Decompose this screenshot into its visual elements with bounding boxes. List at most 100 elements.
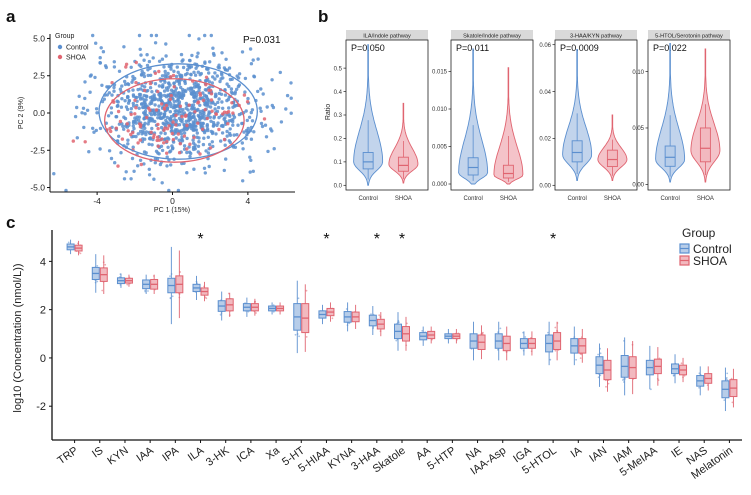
pca-point-shoa [129, 112, 133, 117]
facet-category-label: Control [660, 196, 679, 202]
pca-point-control [165, 155, 169, 159]
panel-letter-c: c [6, 213, 15, 232]
pca-point-control [149, 100, 153, 104]
box-point [726, 372, 729, 375]
pca-point-control [163, 131, 167, 136]
box-point [731, 401, 734, 404]
pca-point-control [126, 142, 130, 146]
pca-point-control [166, 136, 170, 140]
pca-point-control [162, 65, 166, 69]
pca-point-control [252, 130, 256, 134]
box-point [607, 382, 610, 385]
pca-point-control [138, 97, 143, 101]
pca-point-control [198, 103, 202, 108]
pca-ellipses [98, 63, 258, 163]
pca-point-shoa [180, 114, 184, 119]
pca-point-control [124, 170, 128, 174]
pca-point-control [260, 124, 265, 129]
box-point [698, 386, 700, 389]
box-melatonin-control [721, 367, 730, 412]
box-point [547, 331, 549, 334]
pca-point-control [147, 167, 151, 171]
pca-point-control [101, 50, 106, 54]
pca-point-control [263, 123, 268, 127]
pca-point-control [237, 83, 242, 87]
facet-y-tick-label: 0.1 [334, 160, 343, 166]
box-iam-control [620, 337, 629, 396]
pca-point-control [266, 149, 270, 154]
significance-star-ila: * [197, 231, 203, 248]
box-ie-shoa [679, 357, 688, 383]
box-ian-control [595, 343, 604, 387]
pca-point-shoa [182, 134, 187, 138]
pca-point-control [203, 33, 207, 38]
facet-y-tick-label: 0.06 [539, 43, 551, 49]
pca-point-control [270, 129, 274, 133]
pca-point-control [279, 120, 284, 124]
pca-point-control [251, 58, 255, 62]
pca-point-control [83, 112, 87, 116]
pca-point-control [144, 98, 148, 102]
category-label-3-hk: 3-HK [204, 444, 232, 469]
pca-point-control [148, 86, 153, 90]
pca-point-control [120, 84, 124, 88]
box-iaa-asp-shoa [502, 326, 511, 361]
pca-point-control [110, 93, 114, 97]
pca-point-control [185, 68, 190, 72]
violin-box-shoa [502, 164, 514, 179]
pca-point-control [99, 46, 103, 50]
box-ipa-control [167, 246, 176, 325]
pca-point-control [160, 148, 165, 153]
pca-point-control [235, 133, 239, 137]
pca-point-shoa [165, 127, 170, 131]
concentration-y-tick-label: 0 [40, 353, 46, 365]
pca-point-control [179, 132, 184, 136]
pca-point-control [214, 132, 218, 136]
pca-point-control [148, 117, 152, 121]
pca-point-control [250, 119, 255, 123]
pca-point-control [213, 107, 217, 111]
pca-point-control [246, 96, 250, 101]
pca-point-control [131, 121, 136, 125]
pca-point-control [216, 105, 221, 110]
facet-y-tick-label: 0.0 [334, 184, 343, 190]
pca-point-control [147, 59, 152, 64]
pca-point-control [208, 85, 212, 89]
facet-y-tick-label: 0.02 [539, 137, 551, 143]
box-3-hk-control [217, 291, 226, 321]
category-label-ian: IAN [587, 445, 609, 465]
facet-y-tick-label: 0.00 [539, 184, 551, 190]
pca-point-control [158, 112, 162, 117]
pca-point-control [109, 111, 114, 115]
pca-point-control [240, 50, 245, 54]
pca-point-control [123, 99, 127, 103]
pca-point-control [142, 105, 146, 110]
pca-point-shoa [160, 102, 164, 106]
pca-point-control [80, 111, 84, 115]
pca-point-control [107, 149, 112, 153]
box-iga-control [519, 331, 528, 356]
pca-point-control [228, 140, 232, 145]
pca-point-control [143, 126, 147, 130]
pca-point-control [142, 58, 146, 62]
pca-point-shoa [177, 151, 182, 155]
pca-point-control [228, 127, 232, 131]
pca-point-control [231, 117, 235, 122]
concentration-axes: -2 0 2 4 [36, 230, 742, 443]
pca-point-control [213, 71, 217, 75]
pca-point-control [104, 65, 109, 70]
violin-box-shoa [397, 156, 409, 172]
pca-point-shoa [167, 124, 171, 128]
pca-point-control [180, 139, 185, 143]
pca-point-control [236, 123, 240, 127]
pca-point-control [117, 134, 121, 138]
violin-box-shoa [606, 149, 618, 168]
pca-point-control [289, 81, 293, 85]
box-aa-control [419, 326, 428, 346]
pca-point-control [146, 68, 150, 72]
pca-point-control [142, 162, 146, 166]
pca-point-control [126, 138, 130, 142]
pca-point-shoa [165, 151, 169, 155]
